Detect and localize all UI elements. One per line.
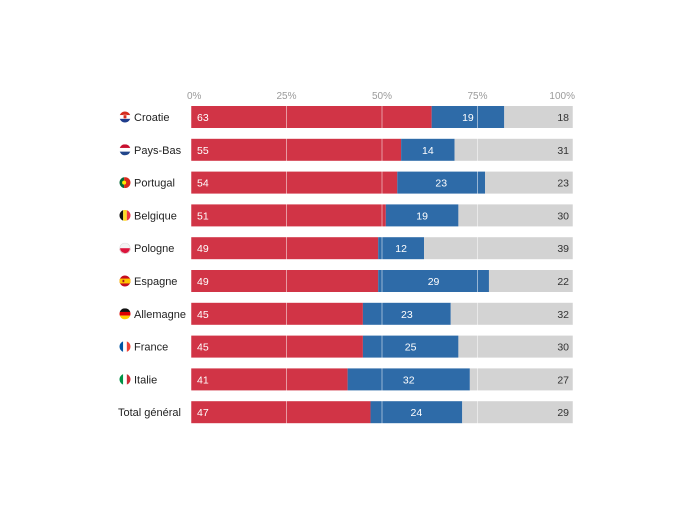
value-label-france-grey: 30: [557, 342, 569, 354]
gridlines-layer: [190, 100, 574, 426]
bar-croatie-grey: [504, 106, 573, 128]
bar-france-blue: [362, 335, 459, 358]
value-label-allemagne-grey: 32: [557, 309, 569, 321]
value-label-pays-bas-grey: 31: [557, 145, 569, 157]
value-label-pologne-blue: 12: [395, 243, 407, 255]
value-label-pays-bas-blue: 14: [422, 145, 434, 157]
germany-flag-icon: [119, 308, 131, 320]
value-label-belgique-red: 51: [197, 210, 209, 222]
value-label-espagne-grey: 22: [557, 276, 569, 288]
italy-flag-icon: [119, 373, 131, 385]
bar-pays-bas-blue: [401, 138, 455, 161]
value-labels: 63 19 18 55 14 31 54 23 23 51 19 30 49 12 39 49 29 22 45 23…: [197, 112, 569, 419]
bar-italie-grey: [469, 368, 573, 391]
poland-flag-icon: [119, 242, 131, 254]
belgium-flag-icon: [119, 209, 131, 221]
value-label-allemagne-red: 45: [197, 309, 209, 321]
france-flag-icon: [119, 341, 131, 353]
bar-portugal-grey: [485, 171, 573, 194]
category-label-france: France: [134, 342, 168, 354]
value-label-portugal-blue: 23: [435, 178, 447, 190]
value-label-portugal-red: 54: [197, 178, 209, 190]
bar-pologne-blue: [378, 237, 425, 260]
bar-pologne-grey: [424, 237, 573, 260]
category-label-allemagne: Allemagne: [134, 309, 186, 321]
value-label-total-general-red: 47: [197, 407, 209, 419]
bar-total-general-red: [191, 401, 371, 424]
bar-allemagne-blue: [362, 302, 451, 325]
value-label-total-general-grey: 29: [557, 407, 569, 419]
bar-portugal-red: [191, 171, 398, 194]
value-label-croatie-grey: 18: [557, 112, 569, 124]
value-label-pologne-grey: 39: [557, 243, 569, 255]
category-label-italie: Italie: [134, 374, 157, 386]
bar-total-general-grey: [462, 401, 573, 424]
value-label-pologne-red: 49: [197, 243, 209, 255]
bar-total-general-blue: [370, 401, 463, 424]
category-label-pays-bas: Pays-Bas: [134, 145, 182, 157]
value-label-total-general-blue: 24: [411, 407, 423, 419]
x-tick-label: 0%: [187, 91, 202, 102]
croatia-flag-icon: [119, 111, 131, 123]
bar-allemagne-red: [191, 302, 363, 325]
x-tick-label: 100%: [549, 91, 575, 102]
value-label-portugal-grey: 23: [557, 178, 569, 190]
bar-france-grey: [458, 335, 573, 358]
x-tick-label: 25%: [276, 91, 296, 102]
value-label-croatie-red: 63: [197, 112, 209, 124]
bar-belgique-blue: [385, 204, 459, 227]
bar-croatie-blue: [431, 106, 505, 128]
category-labels: Croatie Pays-Bas Portugal Belgique Pologne Es…: [118, 111, 186, 419]
portugal-flag-icon: [119, 177, 131, 189]
bar-espagne-grey: [488, 270, 573, 292]
bar-belgique-red: [191, 204, 386, 227]
bar-belgique-grey: [458, 204, 573, 227]
value-label-france-blue: 25: [405, 342, 417, 354]
value-label-italie-blue: 32: [403, 374, 415, 386]
category-label-total-general: Total général: [118, 407, 181, 419]
value-label-espagne-blue: 29: [428, 276, 440, 288]
value-label-belgique-blue: 19: [416, 210, 428, 222]
x-tick-label: 75%: [467, 91, 487, 102]
value-label-allemagne-blue: 23: [401, 309, 413, 321]
bar-pays-bas-grey: [454, 138, 573, 161]
bars-layer: [191, 106, 573, 424]
value-label-pays-bas-red: 55: [197, 145, 209, 157]
category-label-croatie: Croatie: [134, 112, 169, 124]
value-label-france-red: 45: [197, 342, 209, 354]
netherlands-flag-icon: [119, 144, 131, 156]
x-axis-ticks: 0% 25% 50% 75% 100%: [187, 91, 575, 102]
spain-flag-icon: [119, 275, 131, 287]
bar-pologne-red: [191, 237, 379, 260]
value-label-italie-red: 41: [197, 374, 209, 386]
bar-croatie-red: [191, 106, 432, 128]
value-label-espagne-red: 49: [197, 276, 209, 288]
bar-espagne-red: [191, 270, 379, 292]
bar-france-red: [191, 335, 363, 358]
bar-pays-bas-red: [191, 138, 402, 161]
category-label-pologne: Pologne: [134, 243, 174, 255]
bar-italie-red: [191, 368, 348, 391]
category-label-espagne: Espagne: [134, 276, 177, 288]
value-label-belgique-grey: 30: [557, 210, 569, 222]
bar-espagne-blue: [378, 270, 489, 292]
bar-portugal-blue: [397, 171, 486, 194]
bar-allemagne-grey: [450, 302, 573, 325]
x-tick-label: 50%: [372, 91, 392, 102]
category-label-belgique: Belgique: [134, 210, 177, 222]
category-label-portugal: Portugal: [134, 178, 175, 190]
value-label-croatie-blue: 19: [462, 112, 474, 124]
value-label-italie-grey: 27: [557, 374, 569, 386]
bar-italie-blue: [347, 368, 470, 391]
